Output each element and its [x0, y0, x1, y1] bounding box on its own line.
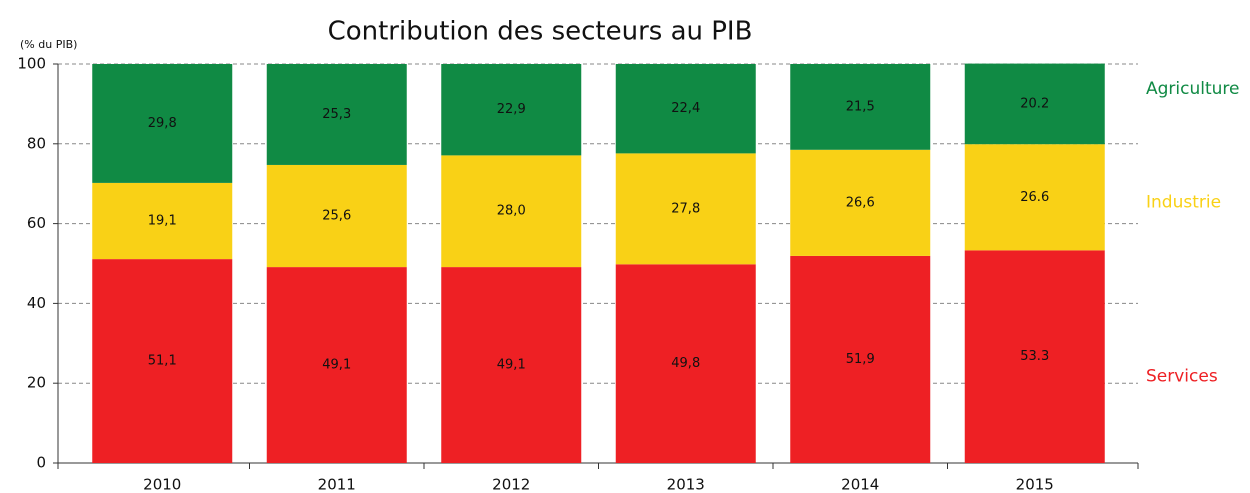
data-label: 51,9 — [846, 352, 875, 367]
bar-segment — [615, 264, 756, 463]
legend-label: Services — [1146, 367, 1218, 387]
data-label: 49,8 — [671, 356, 700, 371]
data-label: 28,0 — [497, 204, 526, 219]
data-label: 26,6 — [846, 195, 875, 210]
bar-segment — [441, 267, 582, 463]
bar-segment — [92, 64, 233, 183]
data-label: 49,1 — [497, 358, 526, 373]
bar-segment — [790, 149, 931, 256]
bar-segment — [615, 153, 756, 265]
y-tick-label: 80 — [27, 134, 46, 152]
bar-segment — [964, 63, 1105, 145]
y-tick-label: 20 — [27, 374, 46, 392]
legend-label: Industrie — [1146, 192, 1221, 212]
data-label: 22,4 — [671, 101, 700, 116]
data-label: 21,5 — [846, 99, 875, 114]
bar-segment — [964, 144, 1105, 251]
y-tick-label: 100 — [17, 55, 46, 73]
x-tick-label: 2010 — [143, 476, 181, 493]
bar-segment — [266, 164, 407, 268]
data-label: 22,9 — [497, 102, 526, 117]
bar-segment — [615, 64, 756, 154]
bar-segment — [790, 255, 931, 463]
y-tick-label: 40 — [27, 294, 46, 312]
bar-segment — [441, 155, 582, 268]
y-tick-label: 60 — [27, 214, 46, 232]
data-label: 51,1 — [148, 354, 177, 369]
bar-segment — [441, 64, 582, 156]
x-tick-label: 2013 — [667, 476, 705, 493]
data-label: 27,8 — [671, 201, 700, 216]
data-label: 20.2 — [1020, 96, 1049, 111]
bar-segment — [964, 250, 1105, 463]
x-tick-label: 2012 — [492, 476, 530, 493]
data-label: 29,8 — [148, 116, 177, 131]
data-label: 49,1 — [322, 358, 351, 373]
bar-segment — [92, 259, 233, 463]
data-label: 25,6 — [322, 209, 351, 224]
data-label: 26.6 — [1020, 190, 1049, 205]
chart-title: Contribution des secteurs au PIB — [328, 17, 753, 47]
bar-segment — [790, 64, 931, 150]
x-tick-label: 2011 — [318, 476, 356, 493]
data-label: 25,3 — [322, 107, 351, 122]
y-tick-label: 0 — [36, 454, 46, 472]
bar-segment — [266, 64, 407, 165]
y-axis-label: (% du PIB) — [20, 38, 77, 51]
x-tick-label: 2014 — [841, 476, 879, 493]
bar-segment — [266, 267, 407, 463]
bar-segment — [92, 182, 233, 260]
legend-label: Agriculture — [1146, 79, 1240, 99]
data-label: 53.3 — [1020, 349, 1049, 364]
data-label: 19,1 — [148, 214, 177, 229]
x-tick-label: 2015 — [1016, 476, 1054, 493]
